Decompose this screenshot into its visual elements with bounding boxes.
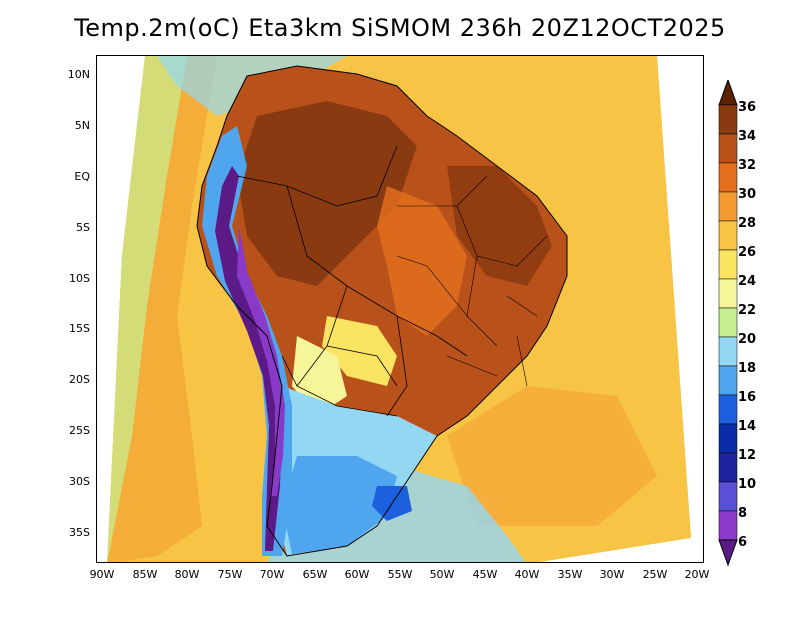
lon-label: 65W (302, 568, 328, 581)
lat-label: EQ (74, 170, 90, 183)
lon-label: 35W (557, 568, 583, 581)
colorbar-segment (718, 220, 738, 251)
plateau-cooler (322, 316, 397, 386)
northeast-hot (447, 166, 552, 286)
coastline (196, 65, 568, 557)
country-borders (236, 145, 468, 417)
colorbar-segment (718, 191, 738, 222)
map-canvas (107, 56, 691, 562)
colorbar-top-arrow (718, 80, 738, 106)
colorbar-label: 20 (738, 332, 757, 347)
state-borders (396, 175, 548, 387)
pacific-cool-band (107, 56, 187, 562)
lat-label: 25S (69, 424, 90, 437)
lat-label: 10S (69, 272, 90, 285)
amazon-hot-core (237, 101, 417, 286)
colorbar-label: 18 (738, 361, 757, 376)
colorbar-segment (718, 278, 738, 309)
colorbar-label: 10 (738, 477, 757, 492)
lat-label: 10N (67, 68, 90, 81)
lat-label: 35S (69, 526, 90, 539)
lat-label: 5S (76, 221, 90, 234)
lon-label: 20W (684, 568, 710, 581)
colorbar-label: 34 (738, 129, 757, 144)
colorbar-segment (718, 452, 738, 483)
lat-label: 30S (69, 475, 90, 488)
atlantic-east-band (567, 56, 691, 546)
lon-label: 80W (174, 568, 200, 581)
colorbar-label: 12 (738, 448, 757, 463)
colorbar-segment (718, 307, 738, 338)
lon-label: 55W (387, 568, 413, 581)
colorbar-label: 14 (738, 419, 757, 434)
colorbar-label: 8 (738, 506, 748, 521)
colorbar-bottom-arrow (718, 539, 738, 567)
colorbar-segment (718, 162, 738, 193)
colorbar-label: 6 (738, 535, 748, 550)
lon-label: 75W (217, 568, 243, 581)
colorbar-segment (718, 249, 738, 280)
colorbar-segment (718, 336, 738, 367)
colorbar-label: 36 (738, 100, 757, 115)
colorbar-label: 22 (738, 303, 757, 318)
lon-label: 90W (89, 568, 115, 581)
colorbar-label: 30 (738, 187, 757, 202)
colorbar-label: 32 (738, 158, 757, 173)
southern-cone-cooler (282, 456, 397, 554)
lon-label: 60W (344, 568, 370, 581)
lon-label: 40W (514, 568, 540, 581)
lon-label: 45W (472, 568, 498, 581)
andes-mid-cold (237, 226, 285, 496)
temperature-colorbar (718, 80, 738, 567)
colorbar-label: 26 (738, 245, 757, 260)
lon-label: 25W (642, 568, 668, 581)
colorbar-segment (718, 481, 738, 512)
colorbar-label: 24 (738, 274, 757, 289)
colorbar-segment (718, 394, 738, 425)
andes-very-cold (215, 166, 282, 551)
colorbar-label: 28 (738, 216, 757, 231)
colorbar-segment (718, 423, 738, 454)
colorbar-segment (718, 133, 738, 164)
lon-label: 30W (599, 568, 625, 581)
colorbar-label: 16 (738, 390, 757, 405)
map-title: Temp.2m(oC) Eta3km SiSMOM 236h 20Z12OCT2… (74, 14, 726, 42)
colorbar-segment (718, 104, 738, 135)
colorbar-segment (718, 365, 738, 396)
lat-label: 15S (69, 322, 90, 335)
temperature-map (96, 55, 704, 563)
lon-label: 85W (132, 568, 158, 581)
lat-label: 20S (69, 373, 90, 386)
south-atlantic-warm (447, 386, 657, 526)
colorbar-segment (718, 510, 738, 541)
lat-label: 5N (74, 119, 90, 132)
lon-label: 70W (259, 568, 285, 581)
central-brazil-warm (377, 186, 467, 336)
lon-label: 50W (429, 568, 455, 581)
